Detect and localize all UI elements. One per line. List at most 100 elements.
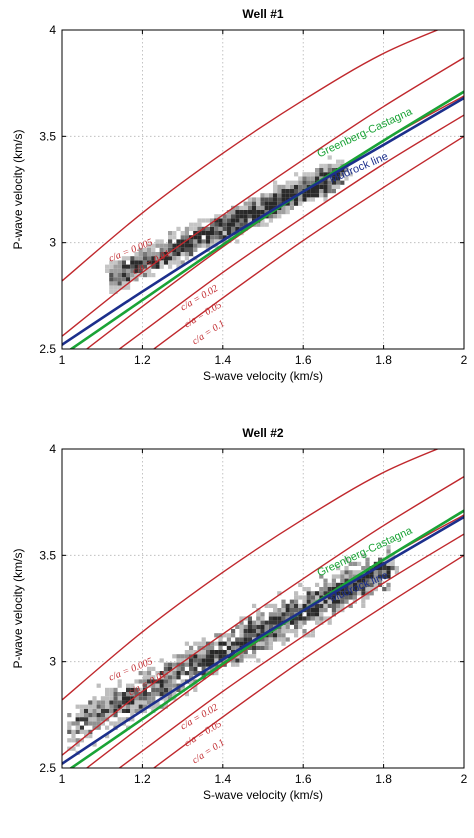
- density-cell: [214, 654, 219, 659]
- density-cell: [130, 264, 135, 269]
- density-cell: [193, 641, 198, 646]
- density-cell: [344, 574, 349, 579]
- density-cell: [222, 218, 227, 223]
- density-cell: [138, 247, 143, 252]
- density-cell: [109, 704, 114, 709]
- density-cell: [344, 176, 349, 181]
- density-cell: [184, 662, 189, 667]
- density-cell: [142, 252, 147, 257]
- density-cell: [138, 264, 143, 269]
- density-cell: [323, 582, 328, 587]
- density-cell: [306, 591, 311, 596]
- density-cell: [247, 624, 252, 629]
- density-cell: [285, 608, 290, 613]
- density-cell: [214, 235, 219, 240]
- density-cell: [252, 210, 257, 215]
- density-cell: [378, 570, 383, 575]
- density-cell: [327, 620, 332, 625]
- density-cell: [260, 197, 265, 202]
- density-cell: [289, 629, 294, 634]
- density-cell: [96, 725, 101, 730]
- density-cell: [75, 742, 80, 747]
- density-cell: [92, 742, 97, 747]
- density-cell: [331, 587, 336, 592]
- density-cell: [352, 595, 357, 600]
- density-cell: [310, 197, 315, 202]
- density-cell: [327, 168, 332, 173]
- density-cell: [218, 637, 223, 642]
- density-cell: [285, 620, 290, 625]
- density-cell: [117, 708, 122, 713]
- density-cell: [348, 570, 353, 575]
- density-cell: [201, 239, 206, 244]
- density-cell: [331, 612, 336, 617]
- density-cell: [235, 662, 240, 667]
- density-cell: [289, 205, 294, 210]
- density-cell: [239, 210, 244, 215]
- density-cell: [310, 608, 315, 613]
- density-cell: [96, 713, 101, 718]
- density-cell: [210, 641, 215, 646]
- density-cell: [79, 738, 84, 743]
- density-cell: [298, 176, 303, 181]
- density-cell: [151, 692, 156, 697]
- density-cell: [235, 214, 240, 219]
- density-cell: [260, 616, 265, 621]
- density-cell: [352, 591, 357, 596]
- density-cell: [260, 201, 265, 206]
- density-cell: [67, 738, 72, 743]
- density-cell: [268, 193, 273, 198]
- density-cell: [302, 620, 307, 625]
- density-cell: [281, 193, 286, 198]
- density-cell: [105, 708, 110, 713]
- density-cell: [214, 231, 219, 236]
- density-cell: [273, 620, 278, 625]
- density-cell: [294, 184, 299, 189]
- density-cell: [344, 599, 349, 604]
- series-line-c-a-0-005: [62, 449, 440, 701]
- density-cell: [184, 256, 189, 261]
- density-cell: [109, 700, 114, 705]
- density-cell: [226, 650, 231, 655]
- density-cell: [256, 222, 261, 227]
- density-cell: [121, 692, 126, 697]
- density-cell: [168, 662, 173, 667]
- density-cell: [218, 218, 223, 223]
- density-cell: [319, 616, 324, 621]
- density-cell: [285, 637, 290, 642]
- density-cell: [348, 582, 353, 587]
- density-cell: [239, 218, 244, 223]
- density-cell: [218, 222, 223, 227]
- density-cell: [281, 184, 286, 189]
- density-cell: [273, 201, 278, 206]
- density-cell: [151, 256, 156, 261]
- density-cell: [294, 189, 299, 194]
- y-tick-label: 2.5: [39, 342, 56, 356]
- density-cell: [92, 721, 97, 726]
- x-axis-label: S-wave velocity (km/s): [203, 369, 323, 383]
- density-cell: [247, 218, 252, 223]
- density-cell: [252, 645, 257, 650]
- density-cell: [319, 599, 324, 604]
- density-cell: [323, 184, 328, 189]
- density-cell: [273, 189, 278, 194]
- density-cell: [302, 180, 307, 185]
- density-cell: [109, 285, 114, 290]
- density-cell: [130, 256, 135, 261]
- density-cell: [113, 289, 118, 294]
- density-cell: [340, 574, 345, 579]
- density-cell: [172, 683, 177, 688]
- density-cell: [172, 654, 177, 659]
- density-cell: [226, 214, 231, 219]
- density-cell: [189, 671, 194, 676]
- density-cell: [239, 205, 244, 210]
- density-cell: [260, 637, 265, 642]
- density-cell: [310, 176, 315, 181]
- density-cell: [159, 260, 164, 265]
- density-cell: [310, 591, 315, 596]
- density-cell: [327, 599, 332, 604]
- density-cell: [277, 197, 282, 202]
- density-cell: [168, 247, 173, 252]
- density-cell: [273, 197, 278, 202]
- density-cell: [361, 578, 366, 583]
